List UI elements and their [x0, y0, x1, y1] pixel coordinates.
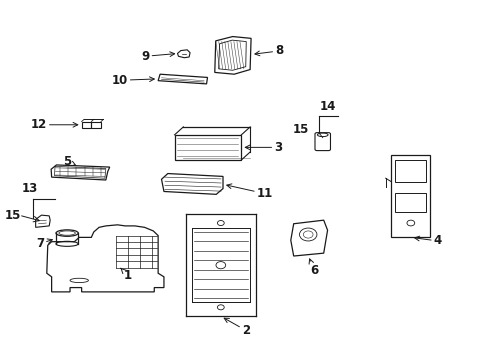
Text: 14: 14: [319, 100, 335, 113]
Text: 10: 10: [111, 74, 154, 87]
Text: 15: 15: [4, 210, 20, 222]
Text: 1: 1: [121, 268, 131, 282]
Text: 11: 11: [226, 184, 273, 200]
Text: 4: 4: [414, 234, 441, 247]
Bar: [91, 122, 101, 128]
Bar: [394, 193, 426, 212]
Bar: [81, 122, 91, 128]
Text: 8: 8: [254, 44, 283, 57]
Text: 6: 6: [308, 259, 318, 277]
Text: 7: 7: [36, 237, 52, 250]
Text: 5: 5: [63, 155, 76, 168]
Text: 3: 3: [245, 141, 282, 154]
Text: 12: 12: [30, 118, 78, 131]
Text: 15: 15: [292, 123, 308, 136]
Text: 2: 2: [224, 318, 250, 337]
Text: 9: 9: [141, 50, 174, 63]
Bar: [394, 160, 426, 182]
Text: 13: 13: [21, 182, 38, 195]
